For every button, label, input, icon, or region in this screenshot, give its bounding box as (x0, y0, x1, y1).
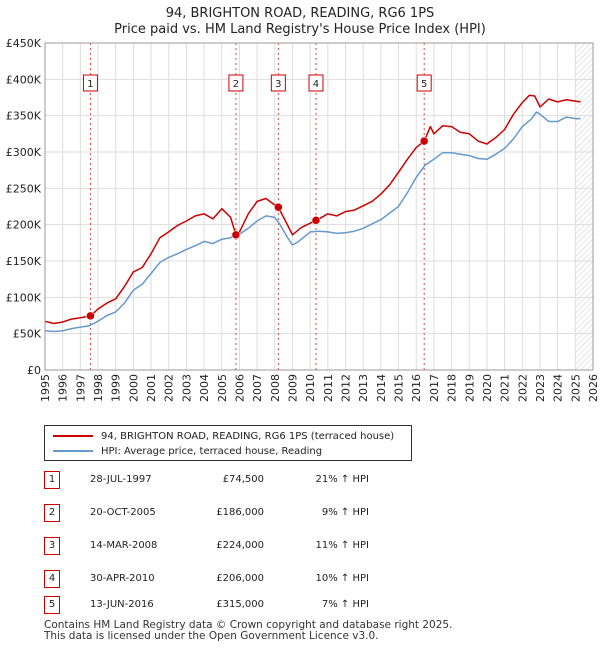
footer: Contains HM Land Registry data © Crown c… (44, 620, 452, 642)
footer-licence: This data is licensed under the Open Gov… (44, 630, 379, 642)
x-tick-label: 2009 (286, 374, 299, 402)
x-tick-label: 2013 (357, 374, 370, 402)
x-tick-label: 1999 (110, 374, 123, 402)
sale-price: £315,000 (216, 599, 264, 610)
plot-area (45, 43, 593, 370)
sale-date: 14-MAR-2008 (90, 540, 158, 551)
x-tick-label: 2025 (569, 374, 582, 402)
legend-label-property: 94, BRIGHTON ROAD, READING, RG6 1PS (ter… (101, 430, 395, 442)
chart-subtitle: Price paid vs. HM Land Registry's House … (114, 22, 486, 37)
x-tick-label: 2000 (127, 374, 140, 402)
sale-number-badge: 4 (44, 570, 60, 588)
sale-marker-label: 1 (87, 79, 93, 90)
chart-title: 94, BRIGHTON ROAD, READING, RG6 1PS (165, 6, 435, 21)
sale-row: 3 14-MAR-2008 £224,000 11% ↑ HPI (44, 537, 404, 555)
sale-date: 28-JUL-1997 (90, 474, 152, 485)
sale-point (419, 136, 429, 146)
y-tick-label: £250K (6, 182, 42, 195)
x-tick-label: 2018 (446, 374, 459, 402)
x-tick-label: 2004 (198, 374, 211, 402)
x-tick-label: 2026 (587, 374, 600, 402)
x-tick-label: 2024 (552, 374, 565, 402)
sale-marker-label: 2 (233, 79, 239, 90)
y-tick-label: £300K (6, 146, 42, 159)
sale-marker-label: 5 (421, 79, 427, 90)
sale-row: 4 30-APR-2010 £206,000 10% ↑ HPI (44, 570, 404, 588)
y-tick-label: £200K (6, 219, 42, 232)
sale-row: 1 28-JUL-1997 £74,500 21% ↑ HPI (44, 471, 404, 489)
x-tick-label: 2012 (340, 374, 353, 402)
x-tick-label: 2015 (393, 374, 406, 402)
x-tick-label: 1995 (39, 374, 52, 402)
sale-price: £206,000 (216, 573, 264, 584)
hpi-line (44, 111, 581, 333)
sale-point (231, 230, 241, 240)
sale-hpi-diff: 10% ↑ HPI (315, 573, 369, 584)
x-tick-label: 2019 (463, 374, 476, 402)
sale-point (274, 202, 283, 212)
sale-row: 5 13-JUN-2016 £315,000 7% ↑ HPI (44, 596, 404, 614)
x-tick-label: 2014 (375, 374, 388, 402)
legend-swatch-hpi (53, 450, 93, 452)
x-tick-label: 2021 (499, 374, 512, 402)
sale-hpi-diff: 9% ↑ HPI (321, 507, 369, 518)
sale-price: £224,000 (216, 540, 264, 551)
x-tick-label: 2017 (428, 374, 441, 402)
sale-price: £74,500 (222, 474, 264, 485)
legend-item-hpi: HPI: Average price, terraced house, Read… (53, 444, 322, 458)
sale-date: 13-JUN-2016 (90, 599, 154, 610)
price-chart: £0 £50K £100K £150K £200K £250K £300K £350K £400… (6, 37, 600, 402)
sale-date: 20-OCT-2005 (90, 507, 156, 518)
plot-border (44, 42, 594, 371)
sale-hpi-diff: 7% ↑ HPI (321, 599, 369, 610)
sale-marker-box (270, 74, 286, 92)
sale-point (311, 216, 321, 225)
x-tick-label: 2011 (322, 374, 335, 402)
sale-number-badge: 3 (44, 537, 60, 555)
forecast-hatch (575, 43, 593, 370)
sale-marker-box (228, 74, 244, 92)
x-tick-label: 2002 (163, 374, 176, 402)
y-tick-label: £100K (6, 291, 42, 304)
x-tick-label: 2010 (304, 374, 317, 402)
sale-marker-label: 3 (275, 79, 281, 90)
sale-point (86, 311, 95, 321)
sale-marker-box (308, 74, 324, 92)
x-tick-label: 2023 (534, 374, 547, 402)
footer-copyright: Contains HM Land Registry data © Crown c… (44, 619, 453, 631)
x-tick-label: 2008 (269, 374, 282, 402)
x-tick-label: 2001 (145, 374, 158, 402)
legend-label-hpi: HPI: Average price, terraced house, Read… (101, 445, 323, 457)
x-tick-label: 2005 (216, 374, 229, 402)
x-tick-label: 2007 (251, 374, 264, 402)
sale-marker-box (416, 74, 432, 92)
sale-price: £186,000 (216, 507, 264, 518)
y-tick-label: £350K (6, 110, 42, 123)
x-tick-label: 1997 (74, 374, 87, 402)
x-tick-label: 2016 (410, 374, 423, 402)
sale-date: 30-APR-2010 (90, 573, 155, 584)
sale-hpi-diff: 11% ↑ HPI (315, 540, 369, 551)
x-tick-label: 2003 (180, 374, 193, 402)
sale-row: 2 20-OCT-2005 £186,000 9% ↑ HPI (44, 504, 404, 522)
x-tick-label: 2022 (516, 374, 529, 402)
legend-swatch-property (53, 435, 93, 437)
x-tick-label: 2020 (481, 374, 494, 402)
sale-number-badge: 1 (44, 471, 60, 489)
legend-item-property: 94, BRIGHTON ROAD, READING, RG6 1PS (ter… (53, 429, 394, 443)
sale-hpi-diff: 21% ↑ HPI (315, 474, 369, 485)
y-tick-label: £400K (6, 73, 42, 86)
y-tick-label: £50K (13, 328, 42, 341)
x-tick-label: 1996 (57, 374, 70, 402)
y-tick-label: £0 (27, 364, 41, 377)
sale-marker-label: 4 (313, 79, 319, 90)
chart-legend: 94, BRIGHTON ROAD, READING, RG6 1PS (ter… (44, 425, 412, 461)
sale-number-badge: 2 (44, 504, 60, 522)
x-tick-label: 1998 (92, 374, 105, 402)
y-tick-label: £150K (6, 255, 42, 268)
x-tick-label: 2006 (233, 374, 246, 402)
y-tick-label: £450K (6, 37, 42, 50)
sale-number-badge: 5 (44, 596, 60, 614)
sale-marker-box (82, 74, 98, 92)
